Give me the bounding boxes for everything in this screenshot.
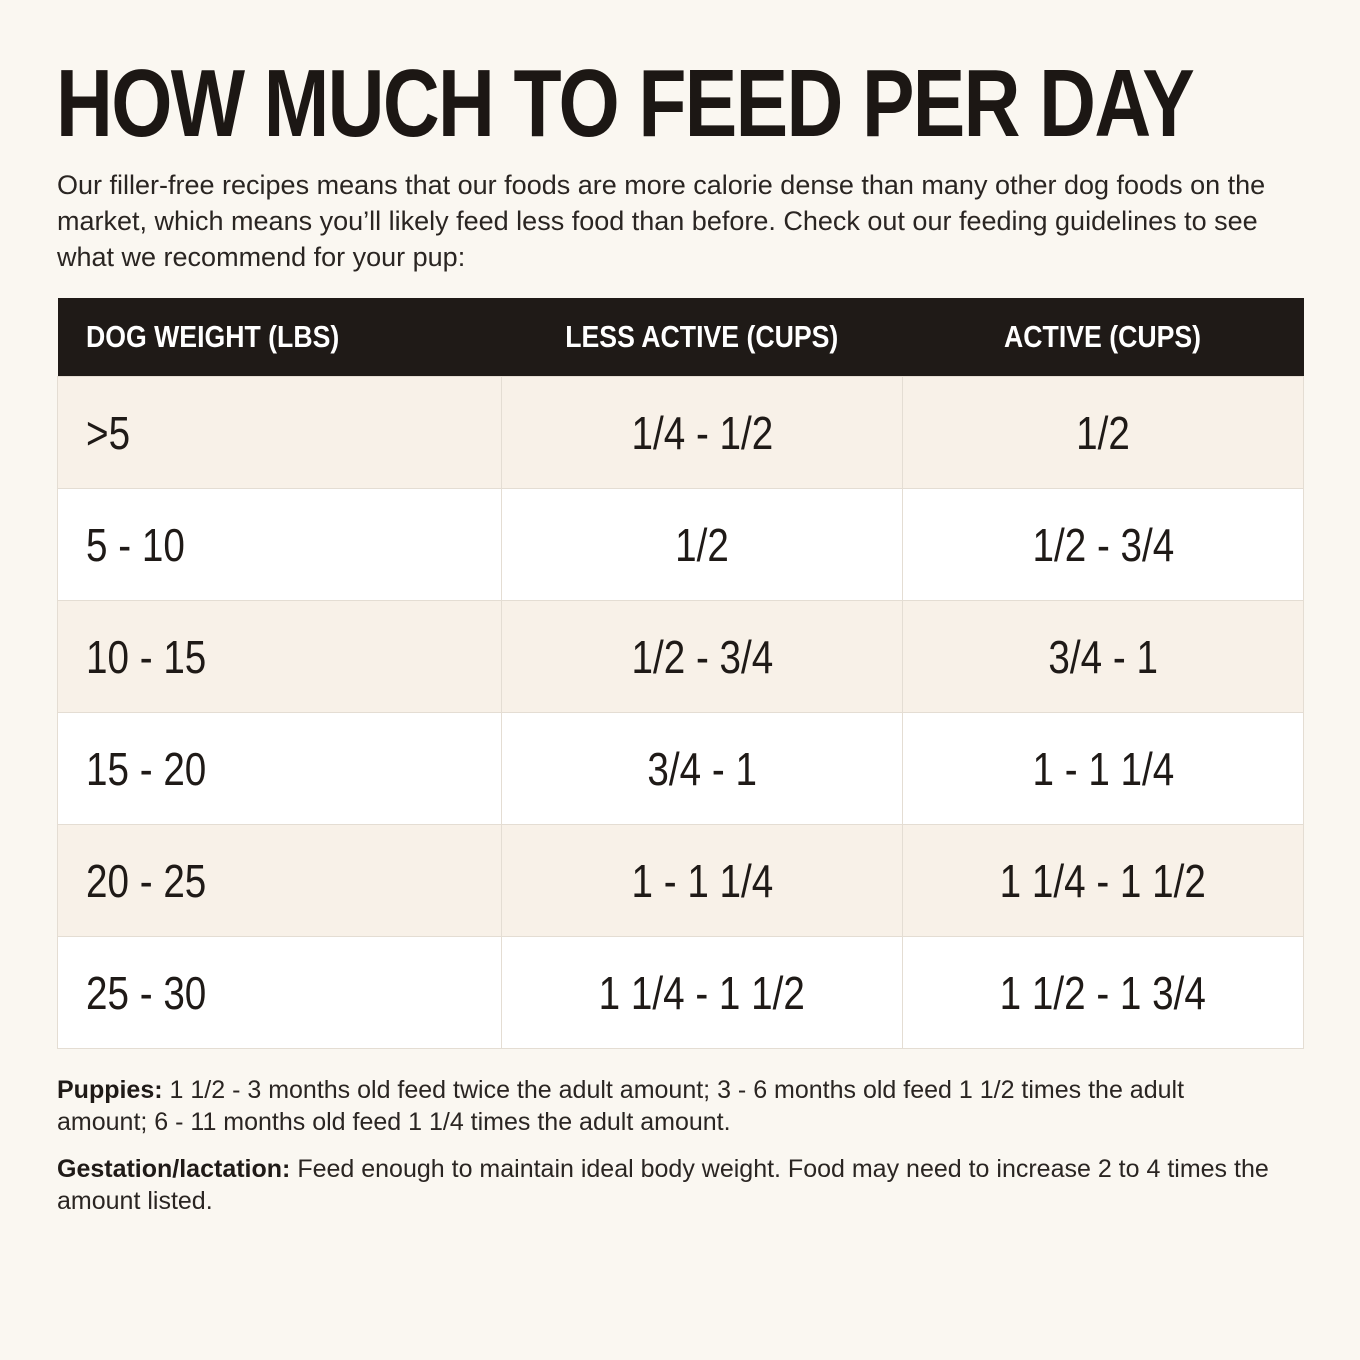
puppies-text: 1 1/2 - 3 months old feed twice the adul…	[57, 1076, 1185, 1136]
puppies-label: Puppies:	[57, 1076, 163, 1104]
puppies-note: Puppies: 1 1/2 - 3 months old feed twice…	[57, 1074, 1277, 1138]
header-dog-weight: DOG WEIGHT (LBS)	[57, 298, 502, 377]
gestation-text: Feed enough to maintain ideal body weigh…	[57, 1155, 1269, 1215]
page-title: HOW MUCH TO FEED PER DAY	[56, 50, 1195, 157]
weight-cell: 25 - 30	[57, 936, 502, 1049]
header-less-active: LESS ACTIVE (CUPS)	[501, 298, 903, 377]
gestation-note: Gestation/lactation: Feed enough to main…	[57, 1153, 1277, 1217]
active-cell: 3/4 - 1	[902, 600, 1304, 713]
less-active-cell: 1/2	[501, 488, 903, 601]
table-row: 10 - 15 1/2 - 3/4 3/4 - 1	[57, 600, 1304, 713]
less-active-cell: 1 - 1 1/4	[501, 824, 903, 937]
gestation-label: Gestation/lactation:	[57, 1155, 291, 1183]
feeding-table: DOG WEIGHT (LBS) LESS ACTIVE (CUPS) ACTI…	[57, 298, 1304, 1049]
table-row: >5 1/4 - 1/2 1/2	[57, 376, 1304, 489]
weight-cell: >5	[57, 376, 502, 489]
table-row: 20 - 25 1 - 1 1/4 1 1/4 - 1 1/2	[57, 824, 1304, 937]
weight-cell: 15 - 20	[57, 712, 502, 825]
table-header-row: DOG WEIGHT (LBS) LESS ACTIVE (CUPS) ACTI…	[57, 298, 1304, 377]
less-active-cell: 3/4 - 1	[501, 712, 903, 825]
header-active: ACTIVE (CUPS)	[902, 298, 1304, 377]
active-cell: 1 - 1 1/4	[902, 712, 1304, 825]
less-active-cell: 1 1/4 - 1 1/2	[501, 936, 903, 1049]
weight-cell: 20 - 25	[57, 824, 502, 937]
table-row: 5 - 10 1/2 1/2 - 3/4	[57, 488, 1304, 601]
active-cell: 1 1/4 - 1 1/2	[902, 824, 1304, 937]
table-row: 25 - 30 1 1/4 - 1 1/2 1 1/2 - 1 3/4	[57, 936, 1304, 1049]
active-cell: 1/2 - 3/4	[902, 488, 1304, 601]
weight-cell: 5 - 10	[57, 488, 502, 601]
active-cell: 1/2	[902, 376, 1304, 489]
feeding-notes: Puppies: 1 1/2 - 3 months old feed twice…	[57, 1074, 1277, 1232]
less-active-cell: 1/4 - 1/2	[501, 376, 903, 489]
weight-cell: 10 - 15	[57, 600, 502, 713]
intro-paragraph: Our filler-free recipes means that our f…	[57, 170, 1266, 272]
table-row: 15 - 20 3/4 - 1 1 - 1 1/4	[57, 712, 1304, 825]
active-cell: 1 1/2 - 1 3/4	[902, 936, 1304, 1049]
less-active-cell: 1/2 - 3/4	[501, 600, 903, 713]
